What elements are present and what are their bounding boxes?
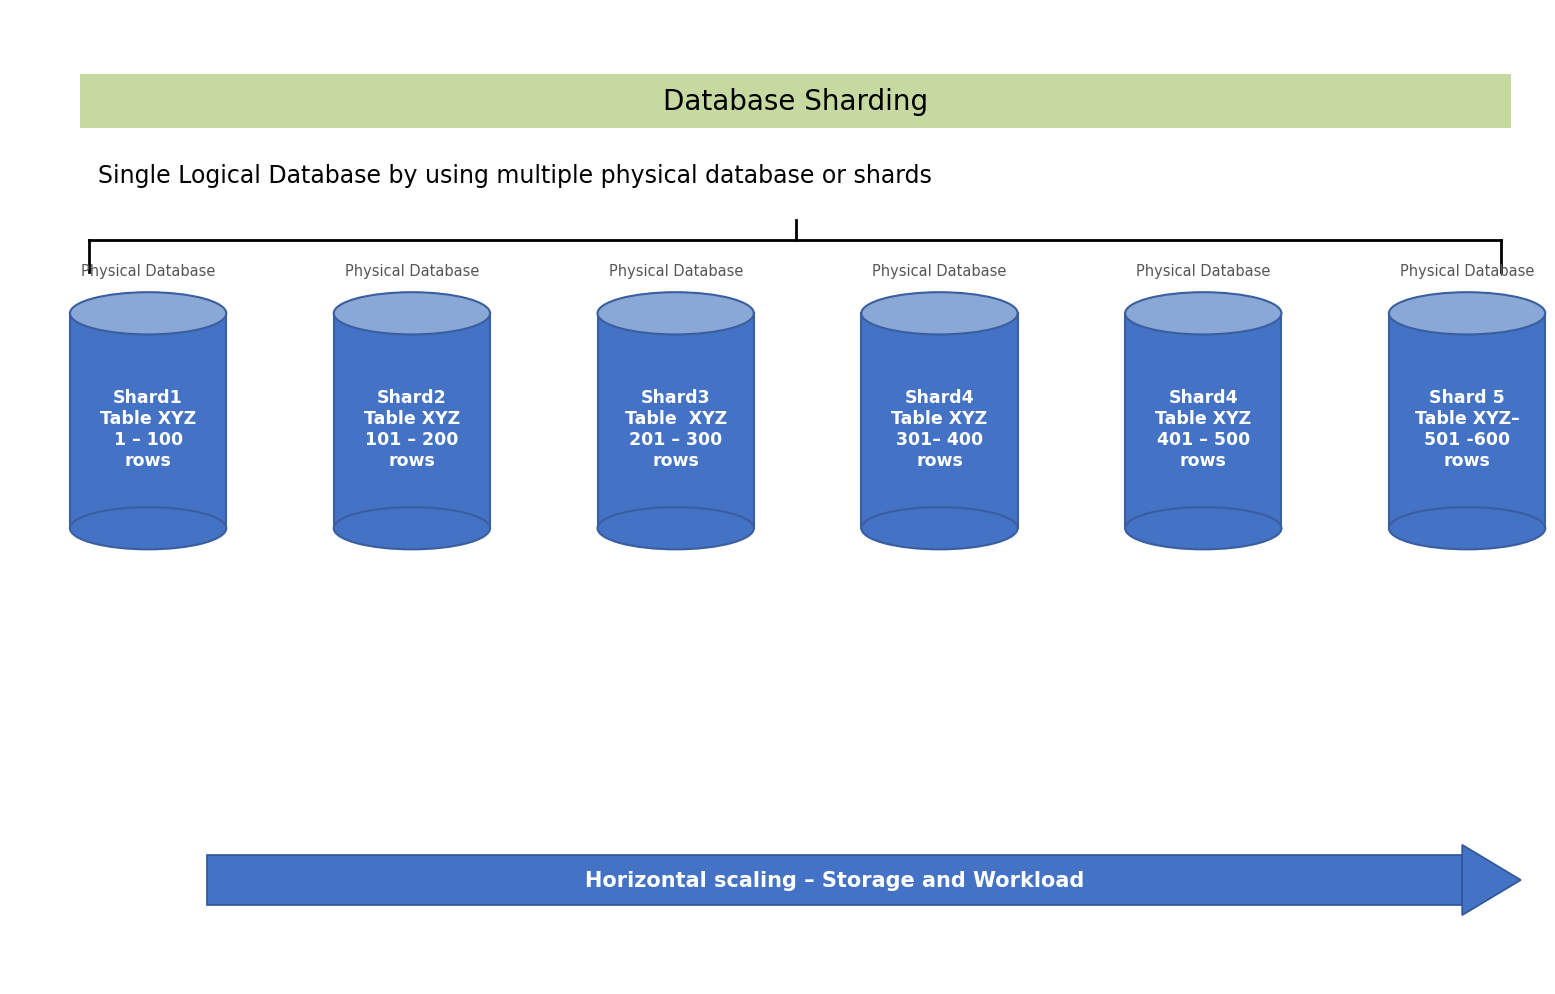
Text: Shard1
Table XYZ
1 – 100
rows: Shard1 Table XYZ 1 – 100 rows [100,389,196,469]
Text: Shard4
Table XYZ
401 – 500
rows: Shard4 Table XYZ 401 – 500 rows [1155,389,1252,469]
Text: Shard2
Table XYZ
101 – 200
rows: Shard2 Table XYZ 101 – 200 rows [364,389,460,469]
Polygon shape [1126,314,1281,529]
Ellipse shape [861,508,1017,550]
Text: Database Sharding: Database Sharding [662,87,928,115]
Polygon shape [1462,845,1521,915]
Text: Horizontal scaling – Storage and Workload: Horizontal scaling – Storage and Workloa… [585,870,1084,890]
Ellipse shape [861,293,1017,335]
Text: Shard 5
Table XYZ–
501 -600
rows: Shard 5 Table XYZ– 501 -600 rows [1415,389,1519,469]
Text: Physical Database: Physical Database [1400,264,1535,279]
Ellipse shape [597,293,754,335]
Text: Physical Database: Physical Database [608,264,743,279]
Ellipse shape [1126,293,1281,335]
Ellipse shape [70,293,227,335]
Text: Physical Database: Physical Database [1137,264,1270,279]
Ellipse shape [1126,508,1281,550]
Text: Shard4
Table XYZ
301– 400
rows: Shard4 Table XYZ 301– 400 rows [891,389,987,469]
Text: Physical Database: Physical Database [872,264,1006,279]
Text: Shard3
Table  XYZ
201 – 300
rows: Shard3 Table XYZ 201 – 300 rows [625,389,726,469]
Text: Physical Database: Physical Database [81,264,215,279]
Polygon shape [334,314,490,529]
Ellipse shape [597,508,754,550]
Polygon shape [70,314,227,529]
Text: Physical Database: Physical Database [345,264,479,279]
FancyBboxPatch shape [207,855,1462,906]
Ellipse shape [1389,508,1546,550]
Polygon shape [597,314,754,529]
Text: Single Logical Database by using multiple physical database or shards: Single Logical Database by using multipl… [98,163,931,188]
Polygon shape [1389,314,1546,529]
Ellipse shape [70,508,227,550]
Polygon shape [861,314,1017,529]
Ellipse shape [1389,293,1546,335]
FancyBboxPatch shape [79,75,1511,128]
Ellipse shape [334,293,490,335]
Ellipse shape [334,508,490,550]
